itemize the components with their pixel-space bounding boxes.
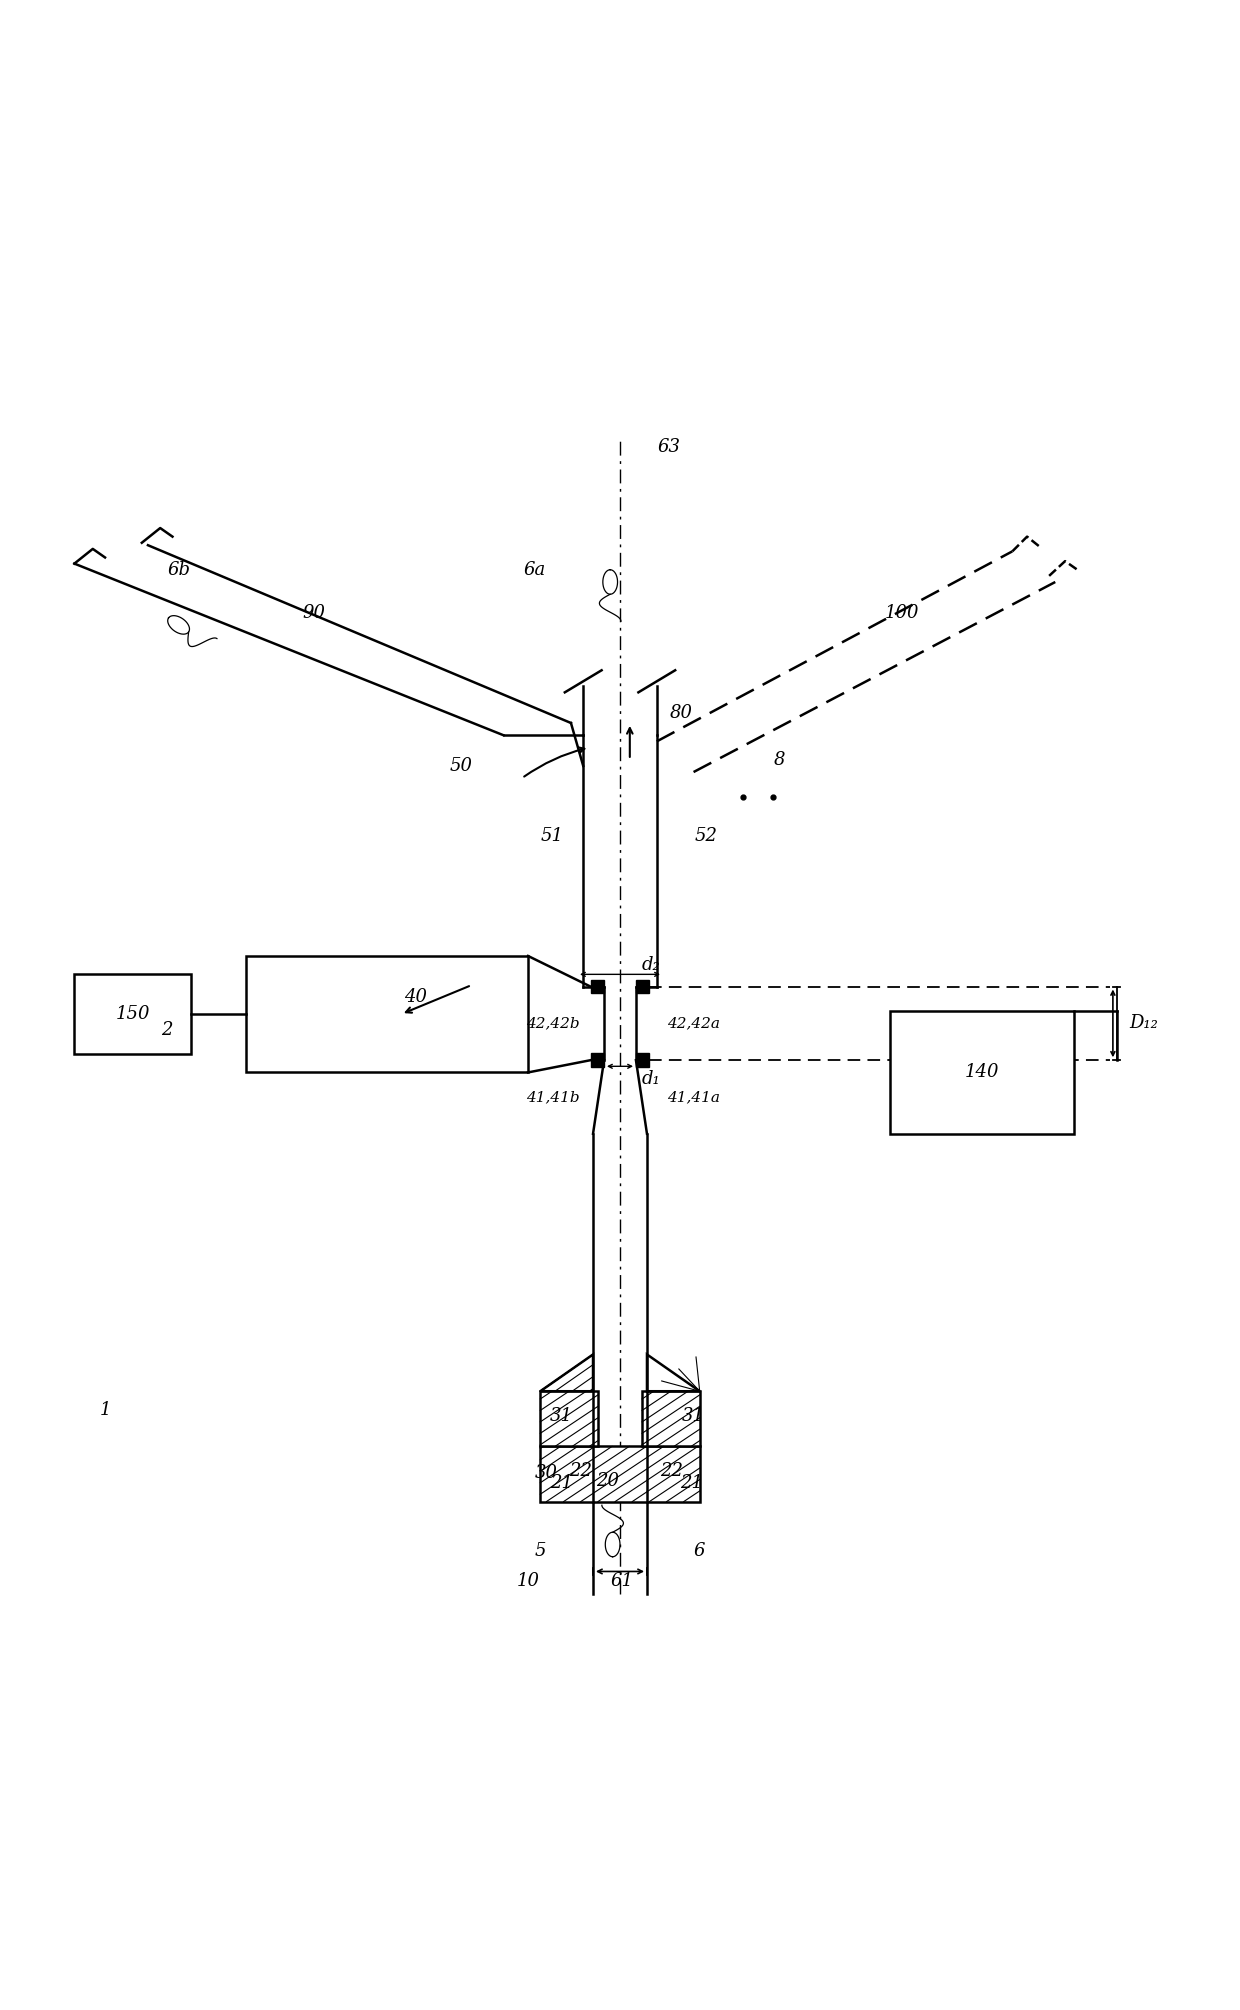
Text: 2: 2 [161, 1021, 172, 1039]
Bar [541, 1391, 598, 1447]
Bar [890, 1011, 1074, 1134]
Bar [541, 1447, 699, 1501]
Bar [246, 957, 528, 1073]
Text: 40: 40 [404, 987, 427, 1005]
Polygon shape [647, 1355, 699, 1391]
Text: 10: 10 [517, 1572, 539, 1590]
Text: 61: 61 [611, 1572, 634, 1590]
Text: d₁: d₁ [641, 1069, 660, 1087]
Text: D₁₂: D₁₂ [1130, 1015, 1158, 1033]
Text: 41,41a: 41,41a [667, 1089, 720, 1103]
Text: d₂: d₂ [641, 955, 660, 973]
Text: 6a: 6a [523, 561, 546, 579]
Text: 31: 31 [682, 1407, 706, 1425]
Text: 90: 90 [303, 603, 325, 621]
Bar [74, 975, 191, 1053]
Text: 100: 100 [885, 603, 919, 621]
Text: 6: 6 [694, 1542, 706, 1560]
Text: 63: 63 [657, 438, 681, 456]
Text: 150: 150 [115, 1005, 150, 1023]
Text: 5: 5 [534, 1542, 546, 1560]
Polygon shape [541, 1355, 593, 1391]
Text: 20: 20 [596, 1471, 619, 1489]
Text: 30: 30 [534, 1465, 558, 1481]
Text: 21: 21 [549, 1473, 573, 1491]
Text: 80: 80 [670, 704, 693, 722]
Bar [590, 1053, 604, 1067]
Text: 6b: 6b [167, 561, 190, 579]
Bar [590, 979, 604, 993]
Bar [642, 1391, 699, 1447]
Text: 1: 1 [99, 1401, 110, 1419]
Text: 41,41b: 41,41b [526, 1089, 579, 1103]
Text: 52: 52 [694, 828, 717, 846]
Text: 50: 50 [449, 758, 472, 776]
Text: 51: 51 [541, 828, 564, 846]
Text: 42,42a: 42,42a [667, 1017, 720, 1031]
Text: 21: 21 [680, 1473, 703, 1491]
Text: 22: 22 [569, 1461, 593, 1479]
Text: 31: 31 [549, 1407, 573, 1425]
Text: 42,42b: 42,42b [526, 1017, 579, 1031]
Bar [636, 979, 650, 993]
Bar [636, 1053, 650, 1067]
Text: 8: 8 [774, 752, 785, 768]
Text: 140: 140 [965, 1063, 999, 1081]
Text: 22: 22 [660, 1461, 683, 1479]
